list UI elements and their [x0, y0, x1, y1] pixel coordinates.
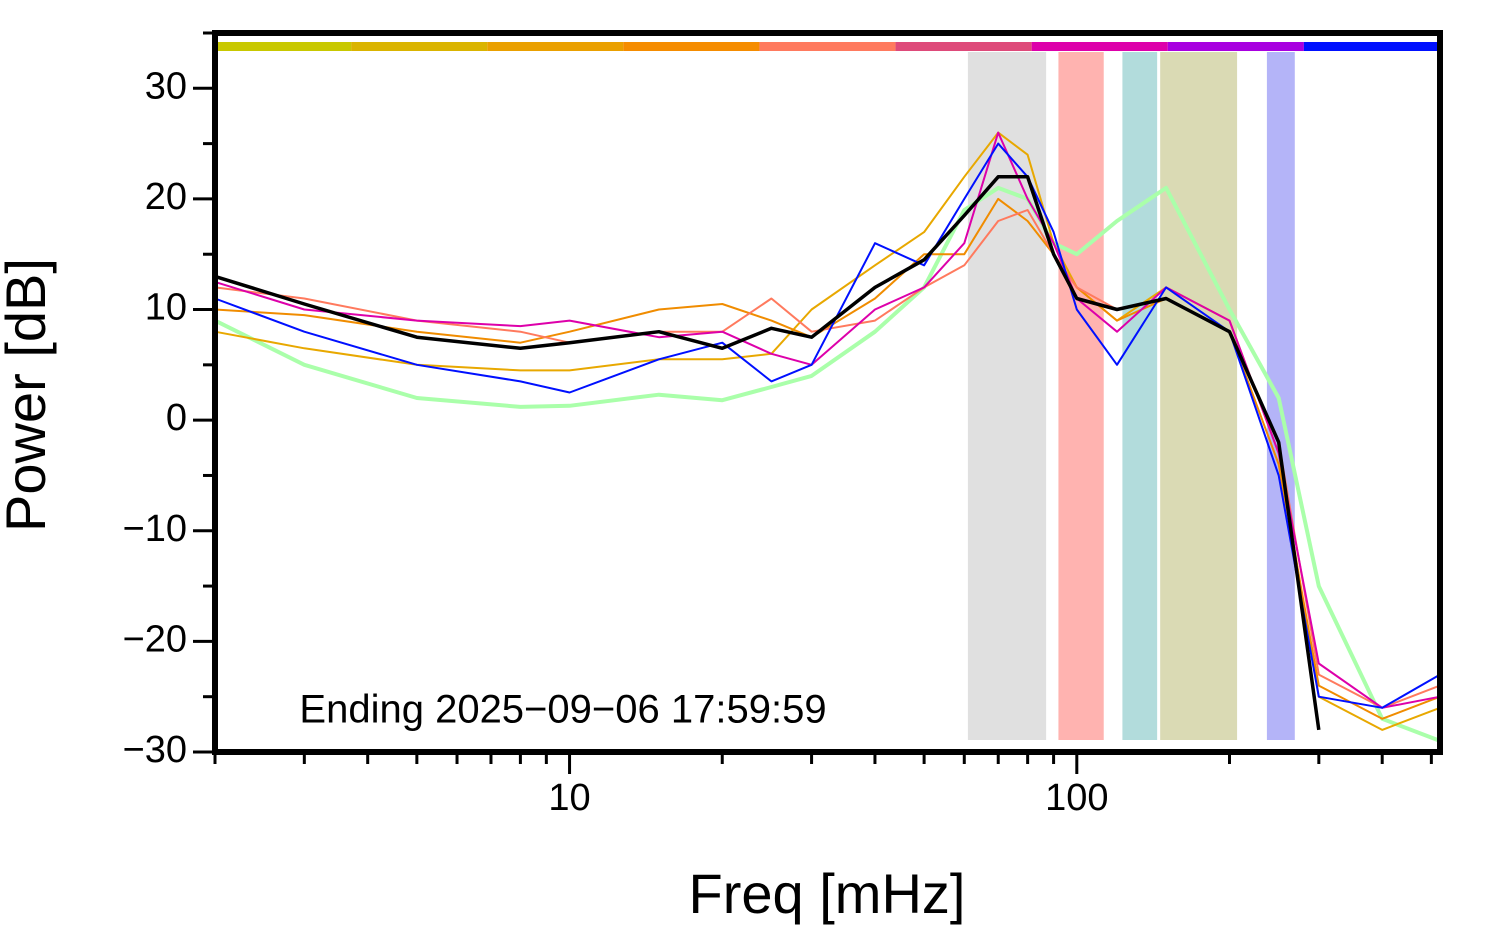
x-tick-label: 10 [548, 777, 590, 819]
series-line [214, 197, 1441, 720]
plot-frame [212, 30, 1443, 755]
x-axis-title: Freq [mHz] [689, 862, 966, 925]
color-bar-segment [1303, 42, 1440, 51]
series-line [214, 209, 1441, 709]
color-bar-segment [895, 42, 1032, 51]
series-line [214, 131, 1441, 731]
y-axis-title: Power [dB] [0, 258, 57, 532]
color-bar-segment [1031, 42, 1168, 51]
annotation: Ending 2025−09−06 17:59:59 [299, 688, 826, 732]
y-tick-label: −30 [123, 729, 187, 771]
color-bar-segment [351, 42, 488, 51]
series-line [214, 185, 1441, 743]
color-bar-segment [623, 42, 760, 51]
y-tick-label: 10 [145, 287, 187, 329]
band [1266, 52, 1295, 740]
band [1160, 52, 1238, 740]
y-tick-label: 0 [166, 397, 187, 439]
series-line [214, 131, 1441, 709]
band [967, 52, 1047, 740]
color-bar-segment [487, 42, 624, 51]
y-tick-label: 30 [145, 65, 187, 107]
color-bar-segment [215, 42, 352, 51]
y-tick-label: 20 [145, 176, 187, 218]
y-tick-label: −10 [123, 508, 187, 550]
color-bar-segment [1167, 42, 1304, 51]
y-tick-label: −20 [123, 618, 187, 660]
series-line [214, 142, 1441, 709]
series-line [214, 175, 1321, 731]
color-bar-segment [759, 42, 896, 51]
band [1122, 52, 1158, 740]
band [1058, 52, 1104, 740]
x-tick-label: 100 [1045, 777, 1108, 819]
